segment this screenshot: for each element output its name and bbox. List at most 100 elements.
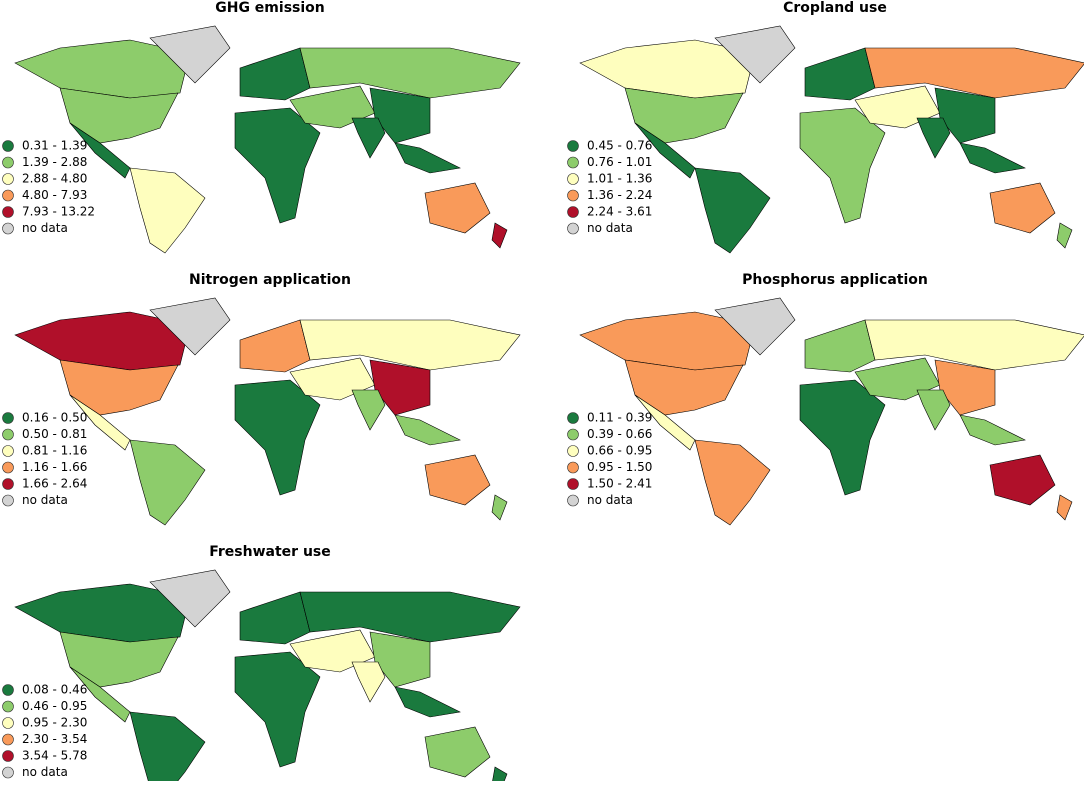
country-region bbox=[235, 652, 320, 767]
country-region bbox=[425, 455, 490, 505]
country-region bbox=[1057, 223, 1072, 248]
legend-label: 0.50 - 0.81 bbox=[22, 427, 87, 441]
country-region bbox=[625, 88, 743, 143]
legend-label: 2.30 - 3.54 bbox=[22, 732, 87, 746]
legend-swatch bbox=[3, 413, 14, 424]
legend-swatch bbox=[3, 446, 14, 457]
country-region bbox=[492, 223, 507, 248]
legend-label: 1.50 - 2.41 bbox=[587, 477, 652, 491]
country-region bbox=[695, 440, 770, 525]
country-region bbox=[240, 592, 310, 644]
country-region bbox=[300, 592, 520, 642]
country-region bbox=[865, 320, 1084, 370]
legend-swatch bbox=[3, 429, 14, 440]
country-region bbox=[395, 415, 460, 445]
legend-label: no data bbox=[22, 765, 68, 779]
legend-swatch bbox=[568, 190, 579, 201]
legend-label: 3.54 - 5.78 bbox=[22, 749, 87, 763]
legend-label: no data bbox=[22, 493, 68, 507]
country-region bbox=[352, 118, 385, 158]
legend-swatch bbox=[3, 479, 14, 490]
panel-title: Nitrogen application bbox=[189, 272, 351, 288]
panel-title: Cropland use bbox=[783, 0, 887, 16]
country-region bbox=[60, 88, 178, 143]
country-region bbox=[300, 320, 520, 370]
legend-swatch bbox=[3, 190, 14, 201]
legend-swatch bbox=[568, 495, 579, 506]
country-region bbox=[990, 455, 1055, 505]
country-region bbox=[805, 320, 875, 372]
legend-label: 0.11 - 0.39 bbox=[587, 411, 652, 425]
country-region bbox=[240, 48, 310, 100]
legend-label: 0.39 - 0.66 bbox=[587, 427, 652, 441]
legend-swatch bbox=[3, 157, 14, 168]
legend-label: 0.76 - 1.01 bbox=[587, 155, 652, 169]
panel-title: Phosphorus application bbox=[742, 272, 928, 288]
legend-swatch bbox=[3, 685, 14, 696]
legend-label: no data bbox=[587, 493, 633, 507]
legend-label: 1.01 - 1.36 bbox=[587, 172, 652, 186]
legend-label: 0.31 - 1.39 bbox=[22, 139, 87, 153]
world-map bbox=[15, 570, 520, 781]
legend-swatch bbox=[568, 174, 579, 185]
map-panel: Nitrogen application 0.16 - 0.50 0.50 - 0.… bbox=[3, 272, 521, 525]
country-region bbox=[60, 632, 178, 687]
country-region bbox=[1057, 495, 1072, 520]
legend-label: no data bbox=[22, 221, 68, 235]
country-region bbox=[240, 320, 310, 372]
country-region bbox=[492, 767, 507, 781]
legend-label: 4.80 - 7.93 bbox=[22, 188, 87, 202]
legend-swatch bbox=[3, 174, 14, 185]
country-region bbox=[425, 183, 490, 233]
legend-label: 1.16 - 1.66 bbox=[22, 460, 87, 474]
country-region bbox=[395, 143, 460, 173]
legend-swatch bbox=[3, 462, 14, 473]
legend-swatch bbox=[568, 429, 579, 440]
country-region bbox=[352, 390, 385, 430]
legend-label: 0.45 - 0.76 bbox=[587, 139, 652, 153]
legend-swatch bbox=[568, 479, 579, 490]
country-region bbox=[800, 380, 885, 495]
world-map bbox=[580, 26, 1084, 253]
legend-label: no data bbox=[587, 221, 633, 235]
legend-label: 0.16 - 0.50 bbox=[22, 411, 87, 425]
legend-label: 1.39 - 2.88 bbox=[22, 155, 87, 169]
legend-swatch bbox=[3, 223, 14, 234]
country-region bbox=[990, 183, 1055, 233]
legend-swatch bbox=[3, 767, 14, 778]
country-region bbox=[130, 712, 205, 781]
legend-swatch bbox=[3, 751, 14, 762]
legend-swatch bbox=[3, 495, 14, 506]
legend-label: 0.66 - 0.95 bbox=[587, 444, 652, 458]
world-map bbox=[15, 26, 520, 253]
world-map bbox=[15, 298, 520, 525]
legend-swatch bbox=[3, 718, 14, 729]
legend-swatch bbox=[568, 157, 579, 168]
legend-label: 0.81 - 1.16 bbox=[22, 444, 87, 458]
country-region bbox=[352, 662, 385, 702]
legend-label: 2.24 - 3.61 bbox=[587, 205, 652, 219]
legend-swatch bbox=[3, 701, 14, 712]
legend-label: 2.88 - 4.80 bbox=[22, 172, 87, 186]
legend-label: 0.95 - 1.50 bbox=[587, 460, 652, 474]
country-region bbox=[300, 48, 520, 98]
legend-label: 7.93 - 13.22 bbox=[22, 205, 95, 219]
country-region bbox=[395, 687, 460, 717]
country-region bbox=[492, 495, 507, 520]
legend-label: 0.46 - 0.95 bbox=[22, 699, 87, 713]
legend-swatch bbox=[568, 223, 579, 234]
world-map bbox=[580, 298, 1084, 525]
country-region bbox=[800, 108, 885, 223]
country-region bbox=[60, 360, 178, 415]
map-panel: Cropland use 0.45 - 0.76 0.76 - 1.01 1.01 -… bbox=[568, 0, 1084, 253]
legend-label: 1.66 - 2.64 bbox=[22, 477, 87, 491]
map-panel: Phosphorus application 0.11 - 0.39 0.39 - … bbox=[568, 272, 1084, 525]
legend-swatch bbox=[568, 446, 579, 457]
country-region bbox=[865, 48, 1084, 98]
country-region bbox=[130, 168, 205, 253]
legend-swatch bbox=[3, 207, 14, 218]
country-region bbox=[625, 360, 743, 415]
country-region bbox=[805, 48, 875, 100]
